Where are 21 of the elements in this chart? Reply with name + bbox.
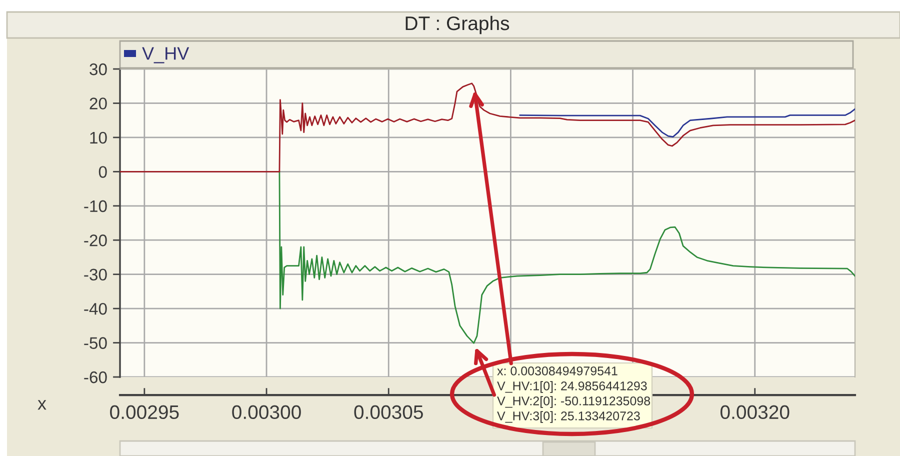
annotation: V_HV:2[0]: -50.1191235098 [497,396,650,408]
chart-title: DT : Graphs [406,16,510,34]
y-tick-label: 0 [98,166,107,178]
y-tick-label: -50 [84,337,107,349]
y-tick-label: 20 [90,98,107,110]
y-tick-label: -20 [84,234,107,246]
y-tick-label: -60 [84,371,107,384]
x-axis-title: x [38,400,46,410]
legend-title: V_HV [142,47,190,64]
text: V_HV:3[0]: 25.133420723 [497,411,640,423]
y-tick-label: -40 [84,302,107,315]
y-tick-label: 10 [90,132,107,144]
x-tick-label: 0.00305 [354,405,423,420]
text: V_HV:1[0]: 24.9856441293 [497,381,647,393]
y-tick-label: -10 [84,200,107,212]
y-tick-label: -30 [84,268,107,281]
annotation: x: 0.00308494979541 [497,366,618,376]
x-tick-label: 0.00300 [232,405,301,420]
x-tick-label: 0.00320 [720,405,790,420]
y-tick-label: 30 [90,63,107,76]
x-tick-label: 0.00295 [110,405,179,420]
